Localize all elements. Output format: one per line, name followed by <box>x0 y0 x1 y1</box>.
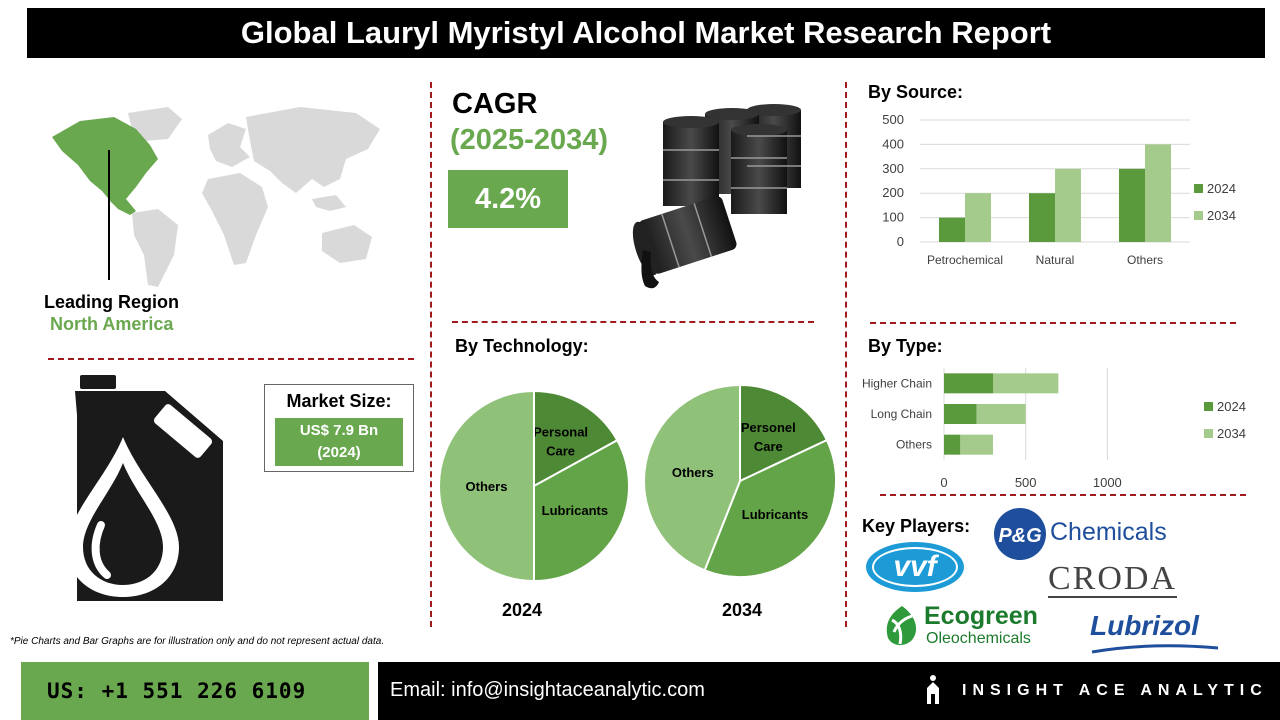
source-y-tick: 100 <box>882 210 904 225</box>
type-legend-swatch <box>1204 402 1213 411</box>
pie-label: Lubricants <box>742 507 808 522</box>
cagr-title: CAGR <box>452 88 538 120</box>
source-bar-chart: 500 400 300 200 100 0 Petrochemical Natural Othe… <box>882 112 1236 267</box>
market-size-year: (2024) <box>317 444 361 461</box>
market-size-title: Market Size: <box>286 391 392 411</box>
pie-label: Others <box>672 465 714 480</box>
source-bar <box>939 217 965 242</box>
type-bar <box>944 404 977 424</box>
disclaimer-note: *Pie Charts and Bar Graphs are for illus… <box>10 636 385 647</box>
type-x-tick: 500 <box>1015 475 1037 490</box>
page-title: Global Lauryl Myristyl Alcohol Market Re… <box>27 8 1265 58</box>
pie-label: Lubricants <box>542 503 608 518</box>
email-address[interactable]: Email: info@insightaceanalytic.com <box>390 679 705 701</box>
source-bar <box>1029 193 1055 242</box>
market-size-box: Market Size: US$ 7.9 Bn (2024) <box>264 384 414 472</box>
cagr-value: 4.2% <box>448 170 568 228</box>
source-bar <box>965 193 991 242</box>
pie-label: Personal <box>533 425 588 440</box>
type-y-tick: Others <box>896 438 932 452</box>
source-y-tick: 500 <box>882 112 904 127</box>
pie-label: Others <box>466 479 508 494</box>
type-title: By Type: <box>868 336 943 356</box>
source-title: By Source: <box>868 82 964 102</box>
oil-barrels-icon <box>632 104 801 289</box>
insight-ace-logo-icon <box>927 675 939 704</box>
leading-region-label: Leading Region <box>44 292 179 312</box>
source-bar <box>1119 168 1145 242</box>
type-y-tick: Long Chain <box>871 407 932 421</box>
technology-title: By Technology: <box>455 336 589 356</box>
pie-slice <box>533 389 619 488</box>
pie-slice <box>438 389 535 583</box>
pg-chemicals-logo: P&G Chemicals <box>992 506 1167 562</box>
pie-slice <box>643 383 741 572</box>
type-bar-chart: 0 500 1000 Higher Chain Long Chain Others 2024… <box>862 368 1246 490</box>
type-bar <box>976 404 1026 424</box>
divider-middle <box>452 321 814 323</box>
footer-contact-bar: Email: info@insightaceanalytic.com INSIG… <box>378 662 1280 720</box>
source-legend-swatch <box>1194 184 1203 193</box>
svg-text:P&G: P&G <box>998 525 1041 547</box>
source-bar <box>1145 144 1171 242</box>
type-bar <box>944 434 961 455</box>
type-legend-label: 2024 <box>1217 399 1246 414</box>
type-legend-swatch <box>1204 429 1213 438</box>
source-bar <box>1055 168 1081 242</box>
pie-slice <box>533 438 630 583</box>
pie-year-2024: 2024 <box>502 600 543 620</box>
technology-pie-charts: Personal Care Lubricants Others Personel Care… <box>438 383 837 583</box>
oil-can-icon <box>67 375 223 601</box>
pie-slice <box>703 438 837 578</box>
type-bar <box>960 434 993 455</box>
market-size-amount: US$ 7.9 Bn <box>299 422 379 439</box>
source-y-tick: 0 <box>897 234 904 249</box>
source-y-tick: 300 <box>882 161 904 176</box>
type-x-tick: 0 <box>940 475 947 490</box>
source-legend-swatch <box>1194 211 1203 220</box>
pie-label: Personel <box>741 420 796 435</box>
source-y-tick: 200 <box>882 185 904 200</box>
divider-left <box>48 358 414 360</box>
type-y-tick: Higher Chain <box>862 376 932 390</box>
source-x-tick: Petrochemical <box>927 253 1003 267</box>
source-x-tick: Natural <box>1036 253 1075 267</box>
world-map-icon <box>52 107 380 287</box>
source-y-tick: 400 <box>882 136 904 151</box>
pie-label: Care <box>754 439 783 454</box>
phone-number[interactable]: US: +1 551 226 6109 <box>21 662 369 720</box>
type-legend-label: 2034 <box>1217 426 1246 441</box>
divider-right-bottom <box>880 494 1246 496</box>
source-legend-label: 2034 <box>1207 208 1236 223</box>
divider-vertical-left <box>430 82 432 627</box>
type-x-tick: 1000 <box>1093 475 1122 490</box>
pie-year-2034: 2034 <box>722 600 763 620</box>
leading-region-value: North America <box>50 314 174 334</box>
divider-right-top <box>870 322 1236 324</box>
key-players-title: Key Players: <box>862 516 971 536</box>
source-legend-label: 2024 <box>1207 181 1236 196</box>
market-size-value: US$ 7.9 Bn (2024) <box>275 418 403 466</box>
divider-vertical-right <box>845 82 847 627</box>
type-bar <box>944 373 993 394</box>
type-bar <box>993 373 1059 394</box>
brand-name: INSIGHT ACE ANALYTIC <box>962 682 1268 699</box>
vvf-logo: vvf <box>866 542 964 592</box>
source-x-tick: Others <box>1127 253 1163 267</box>
pie-slice <box>739 383 829 483</box>
ecogreen-logo: Ecogreen Oleochemicals <box>882 602 1042 650</box>
map-pointer-line <box>108 150 110 280</box>
cagr-years: (2025-2034) <box>450 124 608 156</box>
lubrizol-logo: Lubrizol <box>1090 610 1225 656</box>
croda-logo: CRODA <box>1048 560 1178 598</box>
pie-label: Care <box>546 444 575 459</box>
